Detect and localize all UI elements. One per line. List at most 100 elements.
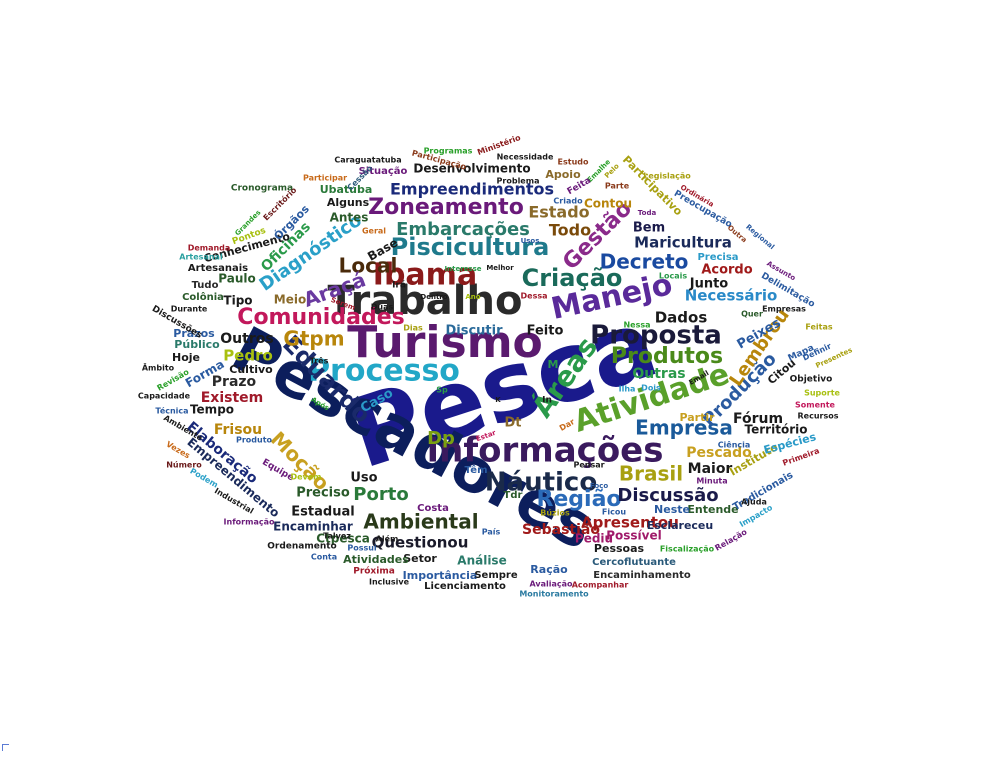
word-colonia: Colônia: [182, 291, 224, 303]
word-capacidade: Capacidade: [138, 392, 191, 401]
word-estudo: Estudo: [558, 158, 589, 167]
word-in: In: [542, 396, 552, 406]
word-trabalho: Trabalho: [328, 278, 523, 324]
word-prazo: Prazo: [212, 374, 257, 390]
word-informacao: Informação: [224, 518, 275, 527]
word-proposta: Proposta: [590, 321, 722, 351]
word-participar: Participar: [303, 174, 347, 183]
word-dias: Dias: [403, 324, 423, 333]
word-tecnica: Técnica: [155, 406, 188, 416]
word-encaminhamento: Encaminhamento: [593, 570, 691, 581]
word-frisou: Frisou: [214, 422, 262, 438]
word-empresas: Empresas: [762, 305, 806, 314]
word-conta: Conta: [311, 553, 337, 562]
word-inclusive: Inclusive: [369, 578, 410, 587]
word-toda: Toda: [638, 209, 657, 217]
word-ajuda: Ajuda: [741, 498, 767, 507]
word-buzios: Búzios: [540, 509, 570, 518]
word-locais: Locais: [659, 272, 687, 281]
word-gtpm: Gtpm: [283, 327, 344, 351]
word-local: Local: [339, 254, 398, 278]
word-partir: Partir: [679, 411, 715, 424]
word-ambiental: Ambiental: [363, 510, 478, 534]
word-outras: Outras: [632, 366, 685, 382]
word-porto: Porto: [353, 484, 408, 505]
word-publico: Público: [174, 338, 220, 351]
word-ano: Ano: [465, 293, 480, 301]
word-dessa: Dessa: [521, 292, 548, 301]
word-pediu: Pediu: [575, 532, 613, 546]
word-desenvolvimento: Desenvolvimento: [413, 162, 530, 176]
word-nessa: Nessa: [623, 321, 650, 330]
word-objetivo: Objetivo: [790, 375, 833, 385]
word-acordo: Acordo: [701, 263, 752, 278]
word-existem: Existem: [201, 390, 264, 406]
word-fiscalizacao: Fiscalização: [660, 545, 715, 554]
word-prazos: Prazos: [173, 327, 215, 340]
word-decreto: Decreto: [600, 250, 689, 274]
word-necessidade: Necessidade: [497, 153, 554, 162]
word-regiao: Região: [536, 487, 621, 512]
word-parte: Parte: [605, 182, 630, 191]
word-ubatuba: Ubatuba: [320, 183, 373, 196]
word-tem: Têm: [465, 464, 488, 476]
word-proxima: Próxima: [353, 566, 395, 577]
word-ilha: Ilha: [619, 385, 636, 394]
word-ctpesca: Ctpesca: [316, 532, 370, 546]
word-m: M: [548, 358, 559, 371]
word-k: K: [495, 396, 501, 404]
word-foco: Foco: [590, 482, 608, 490]
word-paulo: Paulo: [218, 272, 255, 286]
word-feitas: Feitas: [805, 323, 833, 332]
word-suporte: Suporte: [804, 389, 840, 398]
word-turismo: Turismo: [347, 317, 543, 368]
word-dentro: Dentro: [420, 293, 447, 301]
word-contou: Contou: [584, 197, 632, 211]
word-feito: Feito: [527, 324, 564, 339]
word-produtos: Produtos: [611, 344, 723, 369]
word-tudo: Tudo: [192, 280, 219, 291]
word-tempo: Tempo: [190, 403, 234, 417]
word-apresentou: Apresentou: [581, 514, 679, 532]
word-artesanais: Artesanais: [188, 263, 248, 274]
word-necessario: Necessário: [685, 287, 778, 305]
word-demanda: Demanda: [188, 244, 231, 253]
word-quer: Quer: [741, 310, 763, 319]
word-acompanhar: Acompanhar: [572, 581, 629, 590]
word-ordenamento: Ordenamento: [267, 542, 337, 552]
word-discutir: Discutir: [445, 324, 503, 339]
word-nautico: Náutico: [485, 468, 597, 498]
word-geral: Geral: [362, 227, 386, 236]
word-pessoas: Pessoas: [594, 542, 645, 555]
word-regional: Regional: [744, 223, 776, 251]
word-todo: Todo: [549, 221, 591, 240]
word-tdr: Tdr: [504, 490, 523, 501]
word-pais: País: [482, 528, 501, 537]
word-estadual: Estadual: [291, 505, 354, 520]
word-estado: Estado: [528, 203, 589, 222]
word-sp: Sp: [436, 386, 448, 395]
word-setor: Setor: [403, 552, 437, 565]
word-interesse: Interesse: [445, 265, 482, 273]
word-cercoflutuante: Cercoflutuante: [592, 557, 676, 568]
word-analise: Análise: [457, 554, 506, 568]
word-monitoramento: Monitoramento: [519, 590, 589, 599]
word-ira: Irá: [392, 281, 406, 291]
word-pensar: Pensar: [573, 461, 604, 470]
word-problema: Problema: [497, 177, 540, 186]
word-artesanal: Artesanal: [179, 253, 223, 262]
word-piscicultura: Piscicultura: [391, 233, 550, 261]
word-costa: Costa: [417, 503, 449, 514]
word-ibama: Ibama: [373, 258, 477, 293]
word-relacao: Relação: [713, 527, 749, 553]
word-hoje: Hoje: [172, 351, 200, 364]
word-junto: Junto: [689, 277, 729, 292]
word-possivel: Possível: [606, 529, 662, 543]
word-programas: Programas: [424, 147, 473, 156]
word-dados: Dados: [655, 309, 708, 327]
word-ficou: Ficou: [602, 508, 626, 517]
word-antes: Antes: [330, 211, 369, 225]
word-recursos: Recursos: [798, 412, 839, 421]
word-entende: Entende: [687, 503, 738, 516]
word-licenciamento: Licenciamento: [424, 581, 506, 592]
